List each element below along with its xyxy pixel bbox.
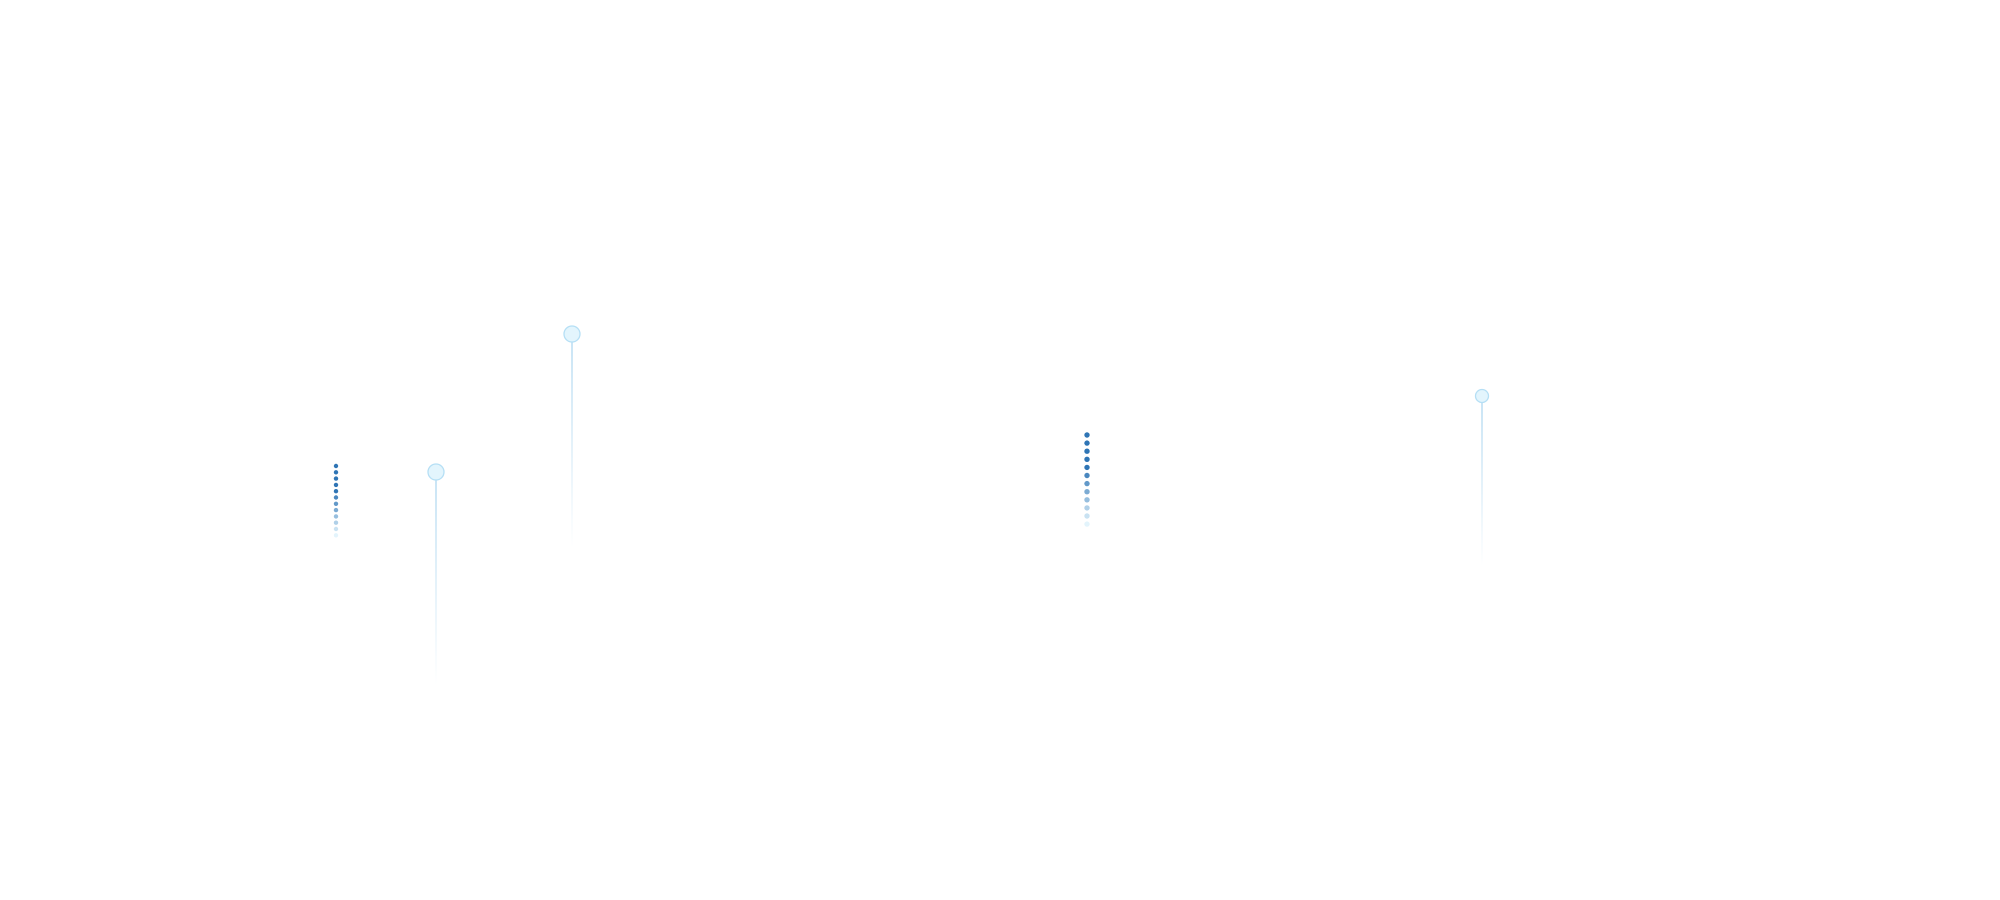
- pin-head-icon: [563, 325, 581, 343]
- dot: [333, 470, 339, 475]
- pin-left-low: [427, 463, 445, 685]
- pin-stem: [435, 480, 437, 685]
- pins-layer: [427, 325, 1490, 685]
- dot: [1084, 440, 1090, 446]
- dot: [1084, 480, 1090, 487]
- pin-stem: [571, 342, 573, 548]
- dot: [1084, 472, 1090, 479]
- dot: [333, 476, 339, 481]
- pin-head-icon: [1474, 388, 1490, 404]
- dot: [1084, 432, 1090, 438]
- dot: [1084, 497, 1090, 503]
- dot: [333, 520, 339, 525]
- dot: [333, 507, 339, 513]
- dots-layer: [333, 432, 1090, 538]
- dot: [1084, 489, 1090, 495]
- dot-column-left: [333, 463, 339, 538]
- dot: [333, 501, 339, 506]
- dot: [333, 482, 339, 488]
- dot: [333, 514, 339, 519]
- dot: [1084, 464, 1090, 471]
- dot: [1084, 448, 1090, 454]
- dot: [333, 489, 339, 494]
- dot: [333, 495, 339, 500]
- dot: [1084, 505, 1090, 511]
- dot: [1084, 456, 1090, 462]
- pin-head-icon: [427, 463, 445, 481]
- dot: [1084, 513, 1090, 519]
- dot: [1084, 521, 1090, 527]
- dot: [333, 526, 339, 532]
- dot: [333, 533, 339, 538]
- pin-left-high: [563, 325, 581, 548]
- pin-right: [1474, 388, 1490, 566]
- dot: [333, 463, 339, 469]
- pin-stem: [1481, 402, 1483, 566]
- dot-column-center: [1084, 432, 1090, 527]
